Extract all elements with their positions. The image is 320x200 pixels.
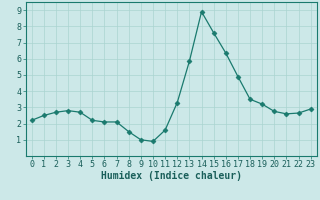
X-axis label: Humidex (Indice chaleur): Humidex (Indice chaleur) bbox=[101, 171, 242, 181]
